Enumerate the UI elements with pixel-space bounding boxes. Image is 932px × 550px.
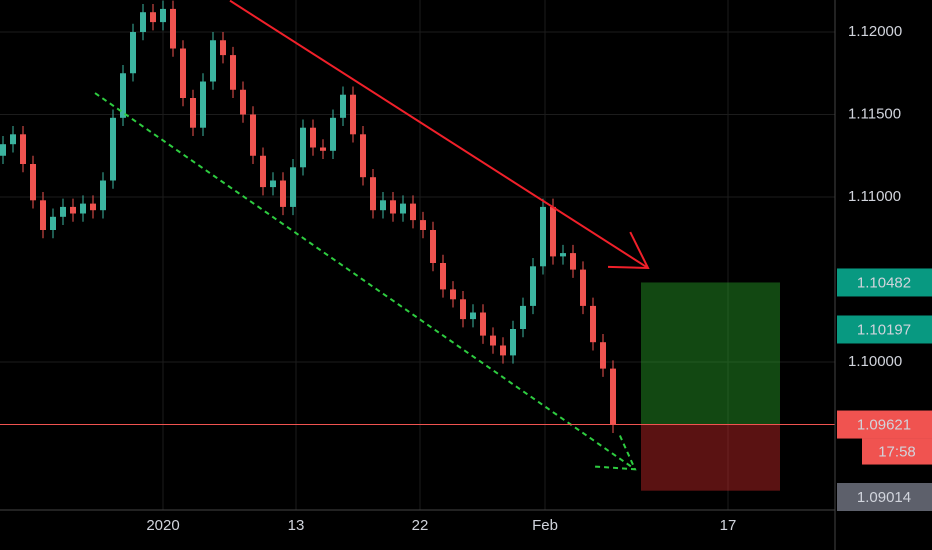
candle-body [220,40,226,56]
candle-body [430,230,436,264]
candle-body [260,155,266,188]
candle-body [490,335,496,346]
candle-body [200,81,206,128]
x-tick-label: Feb [532,517,558,534]
trend-arrowhead [595,432,637,471]
candle-body [10,134,16,145]
candle-body [510,329,516,356]
candle-body [70,206,76,214]
candle-body [450,289,456,300]
y-tick-label: 1.10000 [848,353,902,370]
target-zone [641,282,780,425]
candle-body [370,177,376,211]
x-tick-label: 17 [720,517,737,534]
x-tick-label: 2020 [146,517,179,534]
candle-body [150,12,156,23]
candle-body [330,117,336,151]
candle-body [520,305,526,330]
countdown-box [862,438,932,465]
candle-body [30,164,36,201]
plot-area [0,0,835,491]
candle-body [570,253,576,270]
candle-body [410,203,416,221]
countdown: 17:58 [878,444,916,461]
candle-body [470,312,476,320]
candle-body [560,253,566,257]
candle-body [230,55,236,90]
candle-body [50,216,56,231]
candle-body [310,127,316,148]
candle-body [420,220,426,231]
trend-line [94,92,636,471]
candle-body [590,305,596,343]
x-tick-label: 13 [288,517,305,534]
price-label: 1.10482 [857,274,911,291]
trend-line [229,0,649,269]
candle-body [250,114,256,156]
price-label-box [837,268,932,297]
candle-body [0,144,6,156]
y-tick-label: 1.11000 [848,188,901,205]
candle-body [500,345,506,356]
candle-body [280,180,286,207]
candle-body [380,200,386,211]
candle-body [300,127,306,168]
price-label-box [837,483,932,511]
candle-body [130,32,136,74]
candle-body [340,94,346,118]
candle-body [20,134,26,165]
stop-zone [641,424,780,491]
candle-body [100,180,106,211]
candle-body [600,342,606,369]
candle-body [320,147,326,151]
price-label-box [837,315,932,344]
candle-body [110,117,116,181]
y-tick-label: 1.11500 [848,105,901,122]
candle-body [120,73,126,118]
candle-body [80,203,86,214]
candle-body [460,299,466,320]
candle-body [190,98,196,128]
candle-body [180,48,186,99]
grid [0,0,835,510]
candle-body [610,368,616,425]
y-tick-label: 1.12000 [848,23,902,40]
candle-body [40,200,46,231]
candle-body [480,312,486,336]
candle-body [400,203,406,214]
candle-body [270,180,276,188]
candle-body [580,269,586,306]
candle-body [210,40,216,82]
axes: 1.12000 1.11500 1.11000 1.10000 2020 13 22 Feb 1… [146,23,932,534]
price-label-box [837,410,932,439]
candle-body [440,263,446,290]
candle-body [170,8,176,49]
candle-body [390,200,396,214]
trend-arrowhead [607,231,650,269]
candle-body [90,203,96,211]
candle-body [240,89,246,115]
price-label: 1.09621 [857,417,911,434]
candle-body [530,266,536,306]
price-label: 1.10197 [857,321,911,338]
candle-body [290,167,296,207]
x-tick-label: 22 [412,517,429,534]
candle-body [360,134,366,178]
candle-body [60,206,66,217]
candle-body [550,206,556,257]
candle-body [350,94,356,135]
candle-body [140,12,146,33]
candle-body [160,8,166,23]
price-label: 1.09014 [857,489,911,506]
candle-body [540,206,546,267]
